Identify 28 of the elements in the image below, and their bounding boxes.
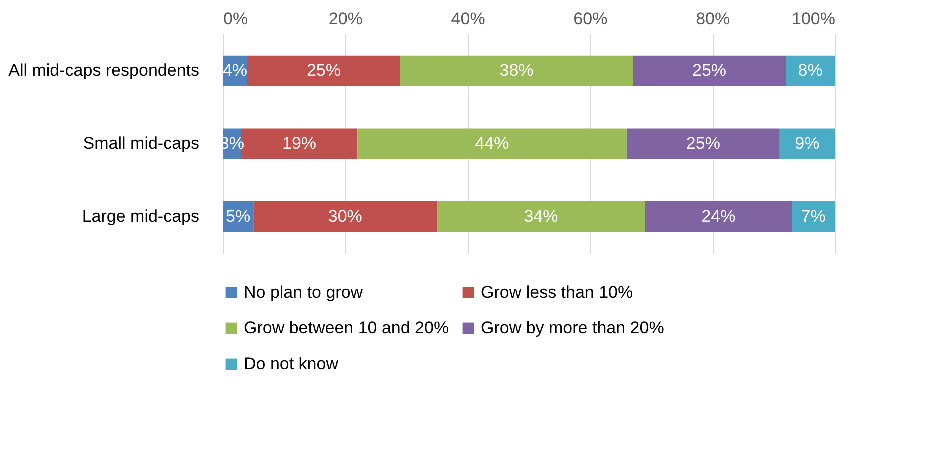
x-tick-label: 0% [224,10,248,28]
data-label: 9% [795,134,820,153]
legend-label: No plan to grow [244,282,364,302]
data-label: 25% [306,61,341,80]
data-label: 4% [222,61,248,80]
data-label: 30% [328,206,362,226]
data-label: 7% [801,206,826,226]
data-label: 44% [475,134,510,153]
x-tick-label: 100% [792,10,836,28]
data-label: 8% [798,61,823,80]
data-label: 25% [692,61,727,80]
legend-label: Grow between 10 and 20% [244,318,450,338]
x-tick-label: 20% [328,10,363,28]
x-tick-label: 40% [451,10,486,28]
data-label: 5% [226,206,251,226]
y-tick-label: Large mid-caps [82,206,200,226]
x-tick-label: 60% [574,10,608,28]
data-label: 24% [702,206,736,226]
x-tick-label: 80% [696,10,730,28]
y-tick-label: All mid-caps respondents [8,61,200,80]
data-label: 19% [282,134,317,153]
legend-label: Grow by more than 20% [481,318,664,338]
data-label: 38% [500,61,534,80]
data-label: 34% [524,206,558,226]
y-tick-label: Small mid-caps [83,134,200,153]
legend-label: Do not know [244,354,340,374]
data-label: 25% [686,134,720,153]
legend-label: Grow less than 10% [481,282,634,302]
